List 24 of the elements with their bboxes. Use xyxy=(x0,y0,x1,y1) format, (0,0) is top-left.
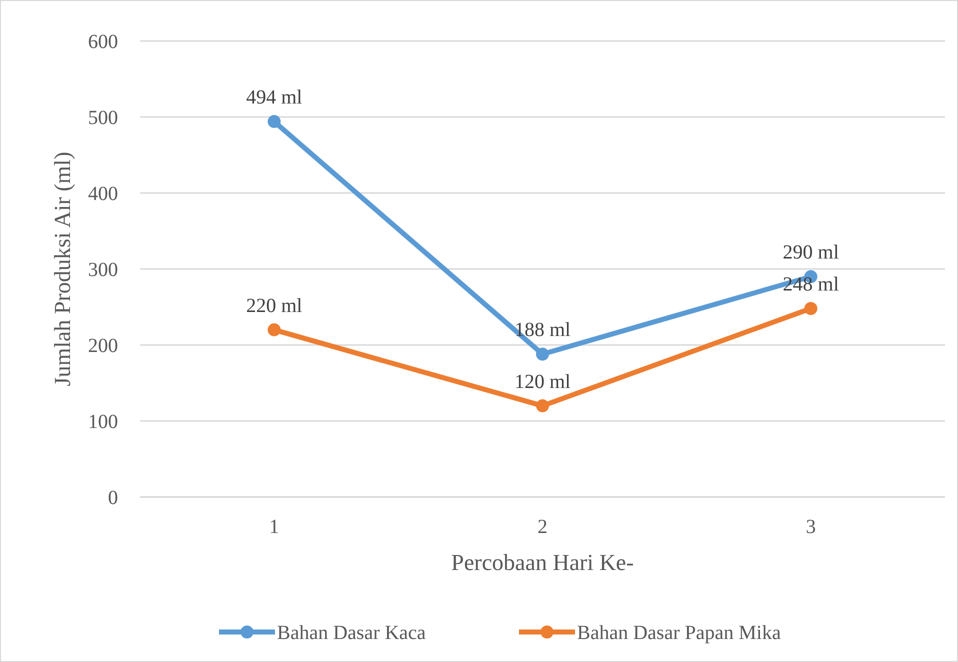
data-label: 494 ml xyxy=(246,86,303,109)
point xyxy=(536,399,549,412)
x-tick-label: 1 xyxy=(269,516,280,538)
data-label: 120 ml xyxy=(514,370,571,393)
x-tick-label: 2 xyxy=(538,516,548,538)
y-tick-label: 100 xyxy=(88,411,118,433)
data-label: 188 ml xyxy=(514,319,571,342)
y-axis-title: Jumlah Produksi Air (ml) xyxy=(50,152,75,386)
y-tick-label: 600 xyxy=(88,31,118,53)
legend-label: Bahan Dasar Papan Mika xyxy=(577,622,781,644)
y-tick-label: 0 xyxy=(108,487,118,509)
point xyxy=(268,323,281,336)
point xyxy=(536,348,549,361)
point xyxy=(268,115,281,128)
data-label: 220 ml xyxy=(246,294,303,317)
x-tick-label: 3 xyxy=(806,516,816,538)
point xyxy=(804,302,818,316)
x-axis-title: Percobaan Hari Ke- xyxy=(451,550,634,575)
legend-label: Bahan Dasar Kaca xyxy=(277,622,426,644)
data-label: 290 ml xyxy=(782,242,840,264)
y-tick-label: 200 xyxy=(88,335,118,357)
y-tick-label: 300 xyxy=(88,259,118,281)
y-tick-label: 400 xyxy=(88,183,118,205)
y-tick-label: 500 xyxy=(88,107,118,129)
